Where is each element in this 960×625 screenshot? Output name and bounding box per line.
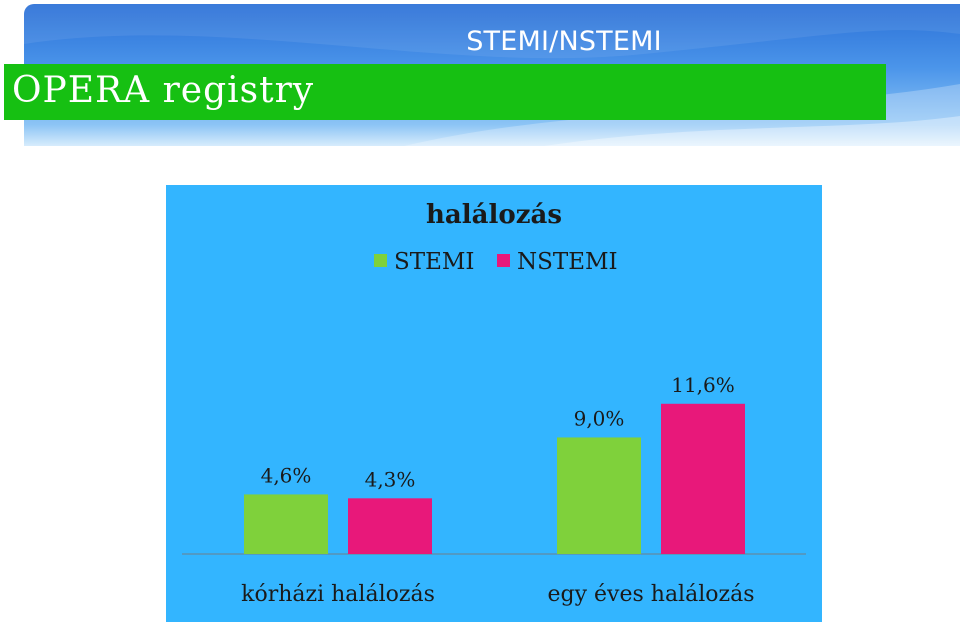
legend-label-nstemi: NSTEMI (517, 249, 618, 275)
app-name: OPERA registry (12, 70, 315, 111)
bar-nstemi-2 (661, 403, 745, 554)
chart-panel: halálozás STEMI NSTEMI 4,6% 4,3% kórházi halá… (166, 185, 822, 622)
bar-nstemi-1 (348, 498, 432, 554)
bar-stemi-1 (244, 494, 328, 554)
chart-title: halálozás (426, 200, 562, 230)
legend-label-stemi: STEMI (394, 249, 475, 275)
category-label-1: kórházi halálozás (241, 582, 435, 607)
bar-chart: halálozás STEMI NSTEMI 4,6% 4,3% kórházi halá… (182, 200, 806, 607)
legend-swatch-stemi (374, 254, 387, 267)
data-label-nstemi-1: 4,3% (365, 467, 416, 491)
slide-title: STEMI/NSTEMI (466, 26, 662, 57)
data-label-stemi-1: 4,6% (261, 463, 312, 487)
category-label-2: egy éves halálozás (548, 582, 755, 607)
title-bar (4, 64, 886, 120)
bar-stemi-2 (557, 437, 641, 554)
data-label-stemi-2: 9,0% (574, 406, 625, 430)
data-label-nstemi-2: 11,6% (671, 373, 735, 397)
legend-swatch-nstemi (497, 254, 510, 267)
